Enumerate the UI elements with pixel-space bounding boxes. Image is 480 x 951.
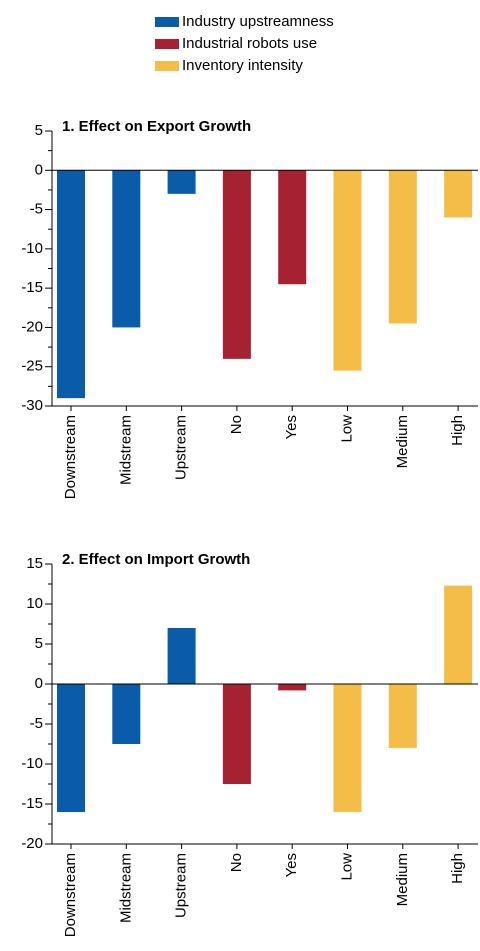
legend-swatch (155, 61, 179, 71)
x-tick-label: No (228, 415, 245, 434)
bar (222, 170, 251, 359)
bar (278, 170, 307, 285)
bar (444, 170, 473, 218)
legend-swatch (155, 17, 179, 27)
bar (112, 684, 141, 744)
chart-title: 1. Effect on Export Growth (62, 118, 251, 135)
bar (222, 684, 251, 784)
bar (444, 585, 473, 684)
x-tick-label: No (228, 853, 245, 872)
y-tick-label: 0 (35, 675, 43, 692)
x-tick-label: Upstream (173, 853, 190, 918)
y-tick-label: 15 (26, 555, 43, 572)
bar (112, 170, 141, 328)
bar (278, 684, 307, 691)
x-tick-label: Upstream (173, 415, 190, 480)
x-tick-label: Downstream (62, 853, 79, 937)
y-tick-label: -15 (21, 279, 43, 296)
bar (333, 170, 362, 371)
legend-label: Inventory intensity (182, 57, 303, 74)
x-tick-label: High (449, 853, 466, 884)
y-tick-label: 10 (26, 595, 43, 612)
bar (167, 628, 196, 684)
x-tick-label: Yes (283, 415, 300, 439)
legend-label: Industry upstreamness (182, 13, 334, 30)
x-tick-label: Yes (283, 853, 300, 877)
x-tick-label: Midstream (117, 853, 134, 923)
bar (57, 684, 85, 812)
x-tick-label: Downstream (62, 415, 79, 499)
bar (388, 684, 417, 748)
legend-swatch (155, 39, 179, 49)
x-tick-label: Low (338, 415, 355, 443)
x-tick-label: Midstream (117, 415, 134, 485)
bar (388, 170, 417, 324)
y-tick-label: -30 (21, 397, 43, 414)
y-tick-label: -20 (21, 318, 43, 335)
bar (57, 170, 85, 399)
y-tick-label: -15 (21, 795, 43, 812)
x-tick-label: Low (338, 853, 355, 881)
x-tick-label: Medium (394, 415, 411, 468)
y-tick-label: -5 (30, 715, 43, 732)
bar (333, 684, 362, 812)
y-tick-label: -20 (21, 835, 43, 852)
y-tick-label: 5 (35, 122, 43, 139)
y-tick-label: -25 (21, 358, 43, 375)
y-tick-label: -10 (21, 755, 43, 772)
bar (167, 170, 196, 194)
x-tick-label: Medium (394, 853, 411, 906)
y-tick-label: 0 (35, 161, 43, 178)
y-tick-label: -10 (21, 240, 43, 257)
y-tick-label: 5 (35, 635, 43, 652)
legend-label: Industrial robots use (182, 35, 317, 52)
chart-title: 2. Effect on Import Growth (62, 551, 250, 568)
x-tick-label: High (449, 415, 466, 446)
y-tick-label: -5 (30, 201, 43, 218)
